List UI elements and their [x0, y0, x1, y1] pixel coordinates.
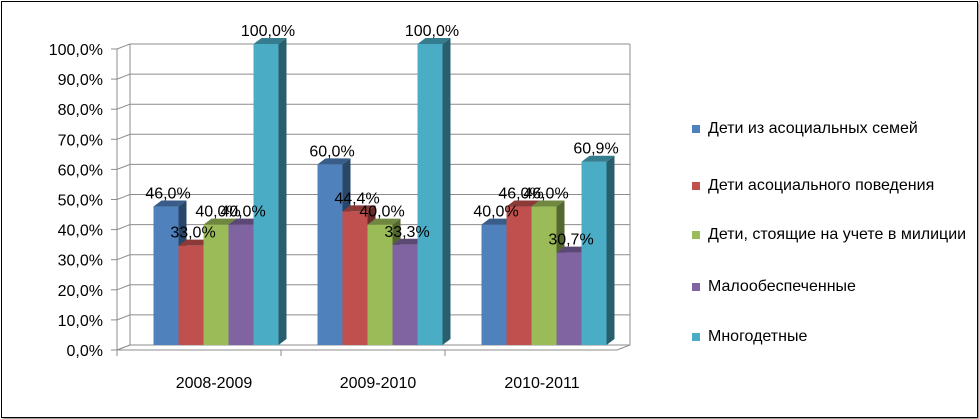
y-tick-label: 40,0%	[58, 223, 103, 240]
y-tick-label: 80,0%	[58, 102, 103, 119]
legend-label-2: Дети асоциального поведения	[708, 177, 935, 194]
bar-top	[367, 218, 401, 225]
data-label: 40,0%	[473, 204, 518, 221]
gridline-side	[116, 73, 131, 80]
data-label: 40,0%	[359, 204, 404, 221]
legend-swatch-1	[692, 125, 700, 133]
data-label: 46,0%	[523, 186, 568, 203]
bar-top	[153, 200, 187, 207]
bar-top	[342, 205, 376, 212]
bar	[417, 44, 443, 345]
data-label: 60,9%	[573, 141, 618, 158]
x-category-label: 2010-2011	[504, 375, 579, 392]
gridline-side	[116, 43, 131, 50]
y-tick-label: 100,0%	[49, 42, 103, 59]
gridline-side	[116, 284, 131, 291]
bar-side	[278, 38, 287, 345]
data-label: 40,0%	[220, 204, 265, 221]
legend-swatch-3	[692, 231, 700, 239]
bar-side	[606, 155, 615, 345]
data-label: 44,4%	[334, 190, 379, 207]
legend-item-1: Дети из асоциальных семей	[692, 118, 918, 140]
bar-top	[253, 38, 287, 44]
bar-top	[417, 38, 451, 44]
y-tick-label: 50,0%	[58, 193, 103, 210]
legend-label-4: Малообеспеченные	[708, 278, 856, 295]
bar-top	[481, 218, 515, 225]
bar	[392, 244, 418, 345]
legend-item-5: Многодетные	[692, 326, 807, 348]
gridline-side	[116, 133, 131, 140]
bar-top	[228, 218, 262, 225]
legend-item-3: Дети, стоящие на учете в милиции	[692, 224, 966, 246]
data-label: 100,0%	[405, 23, 459, 40]
bar-top	[317, 158, 351, 165]
legend-swatch-4	[692, 283, 700, 291]
gridline-side	[116, 103, 131, 110]
bar-top	[392, 238, 426, 245]
data-label: 40,0%	[195, 204, 240, 221]
bar-top	[203, 218, 237, 225]
data-label: 46,0%	[498, 186, 543, 203]
x-category-label: 2009-2010	[340, 375, 417, 392]
bar-top	[178, 239, 212, 246]
bar	[253, 44, 279, 345]
bar	[203, 224, 229, 345]
gridline-side	[116, 314, 131, 321]
x-category-label: 2008-2009	[176, 375, 253, 392]
bar	[342, 211, 368, 345]
bar-side	[442, 38, 451, 345]
legend-label-1: Дети из асоциальных семей	[708, 120, 918, 137]
gridline-side	[116, 254, 131, 261]
y-tick-label: 20,0%	[58, 283, 103, 300]
bar	[178, 245, 204, 345]
gridline-side	[116, 163, 131, 170]
y-tick-label: 90,0%	[58, 72, 103, 89]
gridline-side	[116, 194, 131, 200]
legend-label-5: Многодетные	[708, 328, 808, 345]
data-label: 100,0%	[241, 23, 295, 40]
legend-item-4: Малообеспеченные	[692, 276, 856, 298]
legend-item-2: Дети асоциального поведения	[692, 175, 934, 197]
data-label: 60,0%	[309, 143, 354, 160]
legend-label-3: Дети, стоящие на учете в милиции	[708, 226, 967, 243]
bar-top	[581, 155, 615, 162]
bar	[581, 161, 607, 345]
bar	[367, 224, 393, 345]
bar	[531, 206, 557, 345]
data-label: 33,3%	[384, 224, 429, 241]
y-tick-label: 10,0%	[58, 313, 103, 330]
bar-top	[531, 200, 565, 207]
data-label: 30,7%	[548, 232, 593, 249]
bar	[153, 206, 179, 345]
y-tick-label: 30,0%	[58, 253, 103, 270]
legend-swatch-2	[692, 182, 700, 190]
bar	[506, 206, 532, 345]
gridline-side	[116, 224, 131, 231]
data-label: 33,0%	[170, 225, 215, 242]
y-tick-label: 60,0%	[58, 162, 103, 179]
bar	[317, 164, 343, 345]
bar-top	[556, 246, 590, 253]
bar	[481, 224, 507, 345]
legend-swatch-5	[692, 333, 700, 341]
chart-floor	[116, 344, 631, 351]
bar	[228, 224, 254, 345]
data-label: 46,0%	[145, 186, 190, 203]
y-tick-label: 70,0%	[58, 132, 103, 149]
bar	[556, 252, 582, 345]
y-tick-label: 0,0%	[67, 343, 103, 360]
bar-top	[506, 200, 540, 207]
